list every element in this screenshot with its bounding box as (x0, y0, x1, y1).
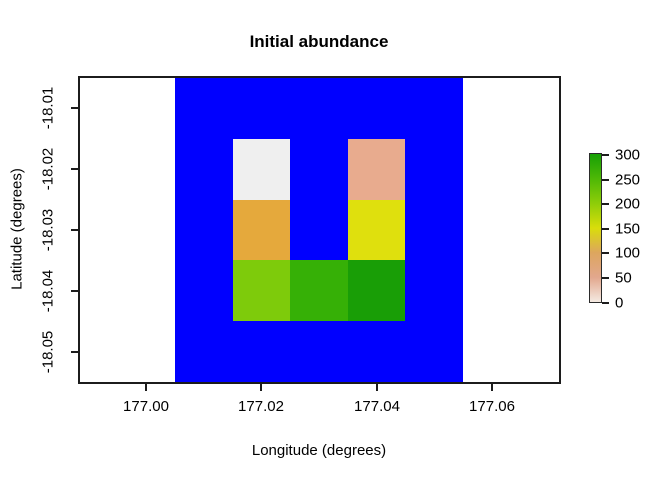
heatmap-cell (232, 260, 291, 322)
y-tick-label: -18.05 (39, 330, 57, 374)
colorbar-tick-label: 0 (615, 294, 624, 311)
colorbar-tick-mark (602, 203, 609, 206)
x-tick-mark (260, 384, 262, 391)
x-tick-mark (376, 384, 378, 391)
colorbar-tick-mark (602, 252, 609, 255)
plot-box (78, 76, 561, 384)
y-tick-mark (71, 229, 78, 231)
heatmap-cell (232, 138, 291, 200)
plot-title: Initial abundance (249, 32, 389, 51)
x-tick-mark (491, 384, 493, 391)
heatmap-cell (347, 199, 406, 261)
x-tick-label: 177.06 (469, 398, 515, 415)
y-tick-mark (71, 107, 78, 109)
heatmap-cell (347, 260, 406, 322)
colorbar-tick-mark (602, 227, 609, 230)
study-region (175, 78, 463, 382)
x-tick-mark (145, 384, 147, 391)
x-tick-label: 177.00 (123, 398, 169, 415)
y-tick-mark (71, 290, 78, 292)
colorbar (589, 153, 602, 303)
y-tick-label: -18.03 (39, 208, 57, 252)
colorbar-tick-label: 300 (615, 146, 641, 164)
colorbar-tick-label: 100 (615, 244, 641, 262)
colorbar-tick-mark (602, 276, 609, 279)
colorbar-tick-mark (602, 301, 609, 304)
colorbar-tick-mark (602, 178, 609, 181)
colorbar-tick-mark (602, 154, 609, 156)
heatmap-cell (347, 138, 406, 200)
x-tick-label: 177.02 (238, 398, 284, 415)
y-tick-mark (71, 168, 78, 170)
y-tick-label: -18.02 (39, 147, 57, 191)
heatmap-cell (290, 260, 348, 322)
y-axis-label: Latitude (degrees) (8, 168, 26, 290)
x-axis-label: Longitude (degrees) (251, 442, 387, 459)
colorbar-tick-label: 200 (615, 195, 641, 213)
colorbar-tick-label: 150 (615, 220, 641, 238)
heatmap-cell (232, 199, 291, 261)
y-tick-mark (71, 351, 78, 353)
y-tick-label: -18.04 (39, 269, 57, 313)
colorbar-tick-label: 50 (615, 269, 632, 287)
y-tick-label: -18.01 (39, 86, 57, 130)
x-tick-label: 177.04 (354, 398, 400, 415)
colorbar-tick-label: 250 (615, 171, 641, 189)
